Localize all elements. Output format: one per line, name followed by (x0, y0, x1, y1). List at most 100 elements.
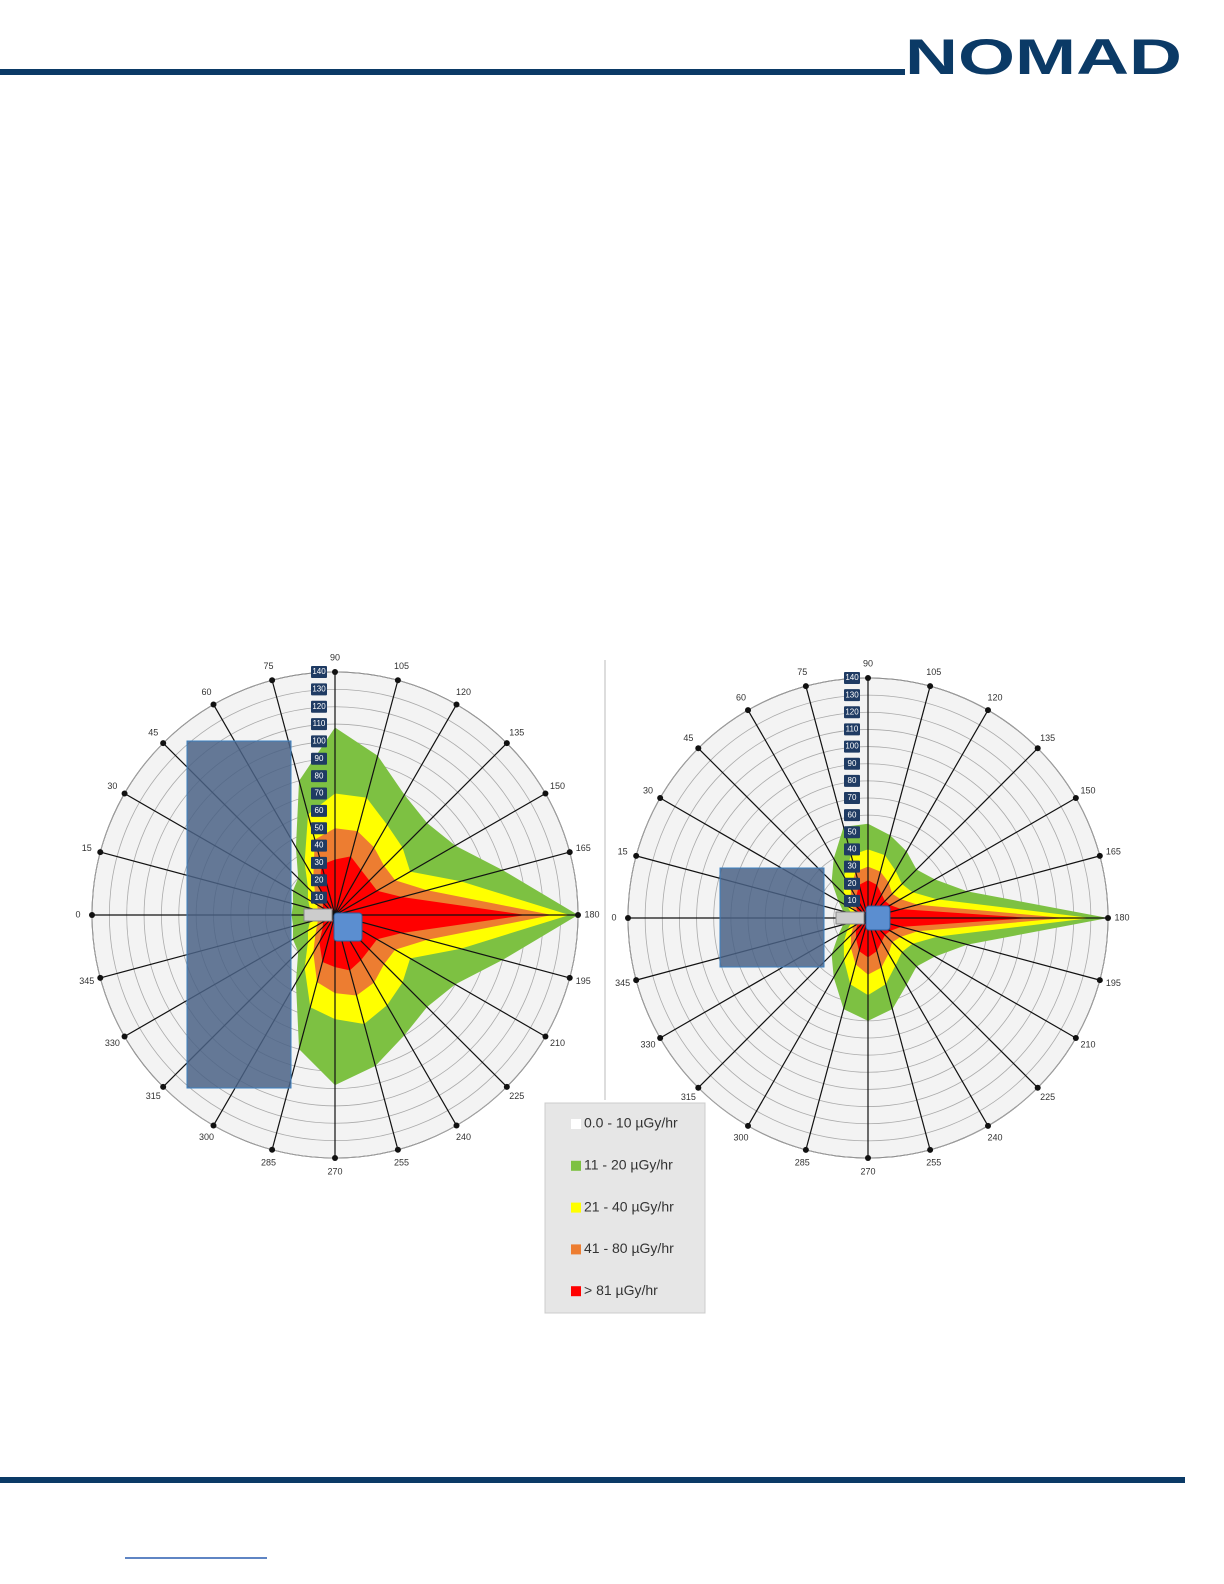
angle-label: 285 (795, 1158, 810, 1168)
source-head (835, 911, 865, 925)
spoke (659, 917, 869, 1039)
range-label-box (844, 740, 860, 753)
spoke (334, 742, 508, 916)
spoke-end (745, 707, 751, 714)
angle-label: 195 (1106, 978, 1121, 988)
angle-label: 0 (75, 909, 80, 919)
angle-label: 75 (263, 661, 273, 671)
spoke-end (657, 1035, 664, 1041)
angle-label: 255 (926, 1158, 941, 1168)
angle-label: 15 (618, 847, 628, 857)
spoke (334, 792, 546, 916)
range-label: 10 (315, 893, 324, 902)
spoke-end (802, 1146, 809, 1153)
spoke-end (802, 683, 809, 690)
legend-label: > 81 µGy/hr (584, 1282, 658, 1298)
spoke (659, 797, 869, 919)
range-label-box (844, 689, 860, 702)
shield (186, 740, 292, 1089)
angle-label: 60 (201, 687, 211, 697)
spoke-end (985, 707, 991, 714)
spoke-end (121, 1033, 128, 1040)
angle-label: 165 (1106, 847, 1121, 857)
range-label-box (311, 700, 327, 713)
range-label-box (844, 757, 860, 770)
angle-label: 75 (797, 667, 807, 677)
range-label: 120 (845, 707, 859, 716)
spoke-end (575, 912, 581, 918)
spoke (334, 851, 570, 916)
spoke-end (269, 1146, 276, 1153)
spoke-end (503, 1083, 510, 1090)
spoke-end (542, 1033, 549, 1040)
range-label: 130 (845, 690, 859, 699)
range-label-box (844, 792, 860, 804)
spoke-end (745, 1122, 751, 1129)
spoke (747, 917, 869, 1127)
footer-rule (0, 1477, 1185, 1483)
spoke-end (121, 790, 128, 797)
range-label-box (311, 822, 327, 835)
spoke-end (332, 1155, 338, 1161)
spoke (334, 914, 508, 1088)
range-label-box (311, 683, 327, 696)
spoke (867, 686, 931, 919)
angle-label: 330 (641, 1039, 656, 1049)
spoke-end (332, 669, 338, 675)
angle-label: 225 (1040, 1092, 1055, 1102)
range-label-box (844, 723, 860, 736)
source-head (303, 908, 333, 922)
spoke (867, 709, 989, 919)
legend-swatch (571, 1119, 581, 1129)
angle-label: 270 (860, 1166, 875, 1176)
spoke-end (566, 849, 573, 856)
spoke-end (927, 1146, 934, 1153)
range-label: 20 (848, 879, 857, 888)
range-label: 30 (315, 858, 324, 867)
angle-label: 45 (683, 733, 693, 743)
range-label: 60 (315, 806, 324, 815)
range-label-box (311, 718, 327, 731)
spoke-end (210, 1122, 217, 1129)
spoke (334, 680, 399, 916)
angle-label: 255 (394, 1158, 409, 1168)
spoke (334, 914, 546, 1038)
range-label: 110 (313, 719, 326, 728)
angle-label: 330 (105, 1038, 120, 1048)
spoke (867, 917, 989, 1127)
spoke-end (160, 740, 167, 747)
legend-swatch (571, 1286, 581, 1297)
spoke-end (1072, 1035, 1079, 1041)
range-label: 50 (315, 823, 324, 832)
range-label-box (844, 672, 860, 684)
range-label: 70 (848, 793, 857, 802)
angle-label: 0 (611, 912, 616, 922)
range-label: 70 (315, 789, 324, 798)
range-label-box (311, 735, 327, 748)
spoke (805, 917, 869, 1150)
angle-label: 90 (330, 652, 340, 662)
spoke-end (453, 1122, 460, 1129)
range-label: 140 (312, 667, 326, 676)
range-label: 80 (315, 771, 324, 780)
range-label-box (844, 706, 860, 719)
spoke-end (985, 1122, 991, 1129)
spoke-end (865, 675, 871, 681)
range-label: 10 (848, 896, 857, 905)
legend-swatch (571, 1160, 581, 1171)
angle-label: 285 (261, 1158, 276, 1168)
range-label-box (311, 752, 327, 765)
spoke-end (542, 790, 549, 797)
range-label: 20 (315, 875, 324, 884)
spoke (697, 917, 869, 1089)
range-label: 40 (848, 845, 857, 854)
spoke-end (566, 974, 573, 981)
angle-label: 210 (1080, 1039, 1095, 1049)
range-label: 90 (848, 759, 857, 768)
legend-label: 11 - 20 µGy/hr (584, 1157, 673, 1173)
spoke-end (210, 701, 217, 708)
range-label-box (844, 843, 860, 856)
angle-label: 90 (863, 658, 873, 668)
